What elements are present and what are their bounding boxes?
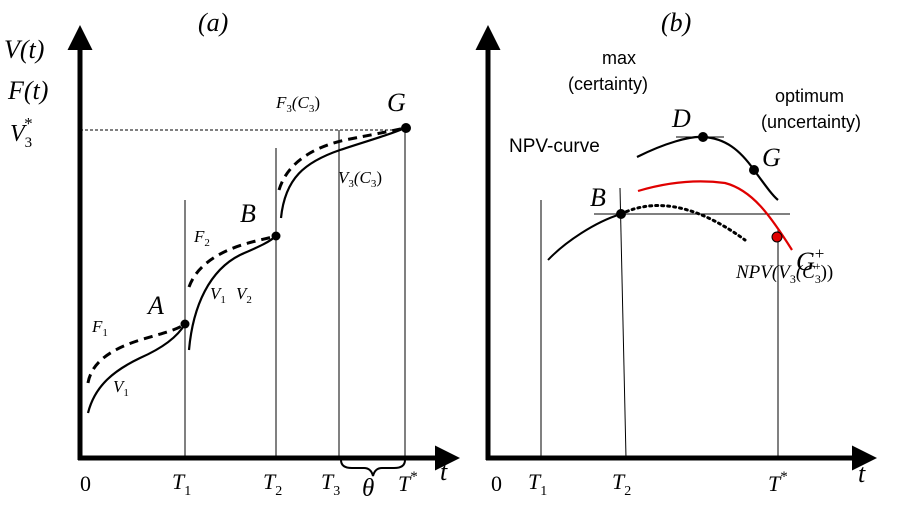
panel-a-label-f2: F2 <box>193 227 210 249</box>
panel-b-t2-line <box>619 187 627 459</box>
panel-b: (b) B D G G+ max (certainty) optimum <box>475 8 877 499</box>
panel-a: (a) V(t) F(t) V3* A B G F1 <box>4 8 460 502</box>
panel-a-theta-label: θ <box>362 475 374 502</box>
panel-b-label-g: G <box>762 143 781 172</box>
panel-a-point-g <box>401 123 411 133</box>
panel-b-npv-curve-b <box>547 213 622 261</box>
panel-a-label-v3: V3(C3) <box>338 168 382 190</box>
panel-a-v3-curve <box>279 127 406 219</box>
panel-a-x-label: t <box>440 457 448 486</box>
panel-b-npv-curve-label: NPV-curve <box>509 136 600 157</box>
panel-a-x-tick-0: 0 <box>80 471 91 496</box>
panel-a-label-f3: F3(C3) <box>275 93 320 115</box>
panel-a-theta-brace <box>340 459 406 477</box>
panel-b-x-tick-t1: T1 <box>528 469 547 499</box>
panel-a-f2-curve <box>187 234 277 288</box>
panel-b-npv-v3c3plus-label: NPV(V3(C3+)) <box>735 259 833 286</box>
panel-a-f1-curve <box>86 322 186 384</box>
panel-a-label-f1: F1 <box>91 317 108 339</box>
panel-a-label-v1-low: V1 <box>113 377 129 399</box>
panel-a-v2-curve <box>187 235 277 351</box>
panel-b-label-b: B <box>590 183 606 212</box>
panel-a-label-v2: V2 <box>236 284 252 306</box>
panel-b-x-tick-tstar: T* <box>768 469 788 496</box>
panel-a-label-g: G <box>387 88 406 117</box>
panel-a-y-tick-v3star: V3* <box>10 114 33 151</box>
panel-b-x-tick-0: 0 <box>491 471 502 496</box>
panel-b-point-d <box>698 132 708 142</box>
panel-a-v1-curve <box>86 323 186 414</box>
panel-b-point-g <box>749 165 759 175</box>
panel-b-npv-curve-b-dotted <box>619 204 747 242</box>
panel-b-x-label: t <box>858 459 866 488</box>
panel-a-label-b: B <box>240 199 256 228</box>
panel-a-f3-curve <box>277 126 406 191</box>
panel-a-y-label-bottom: F(t) <box>7 76 48 105</box>
panel-a-y-label-top: V(t) <box>4 35 44 64</box>
panel-a-x-tick-t2: T2 <box>263 469 282 499</box>
panel-a-label-a: A <box>146 291 164 320</box>
panel-b-point-gplus <box>771 231 783 243</box>
panel-b-max-label: max (certainty) <box>568 48 648 94</box>
panel-a-point-b <box>271 231 281 241</box>
panel-b-npv-curve-d <box>636 135 779 201</box>
panel-b-point-b <box>616 209 626 219</box>
panel-a-point-a <box>180 319 190 329</box>
panel-b-npv-curve-red <box>637 180 793 251</box>
panel-b-x-tick-t2: T2 <box>612 469 631 499</box>
panel-b-label-d: D <box>671 104 691 133</box>
panel-a-title: (a) <box>198 8 228 37</box>
panel-b-optimum-label: optimum (uncertainty) <box>761 86 861 132</box>
panel-a-label-v1-mid: V1 <box>210 284 226 306</box>
panel-a-x-tick-tstar: T* <box>398 469 418 496</box>
panel-b-title: (b) <box>661 8 691 37</box>
panel-a-x-tick-t3: T3 <box>321 469 340 499</box>
panel-a-x-tick-t1: T1 <box>172 469 191 499</box>
panel-b-label-gplus: G+ <box>796 244 824 276</box>
